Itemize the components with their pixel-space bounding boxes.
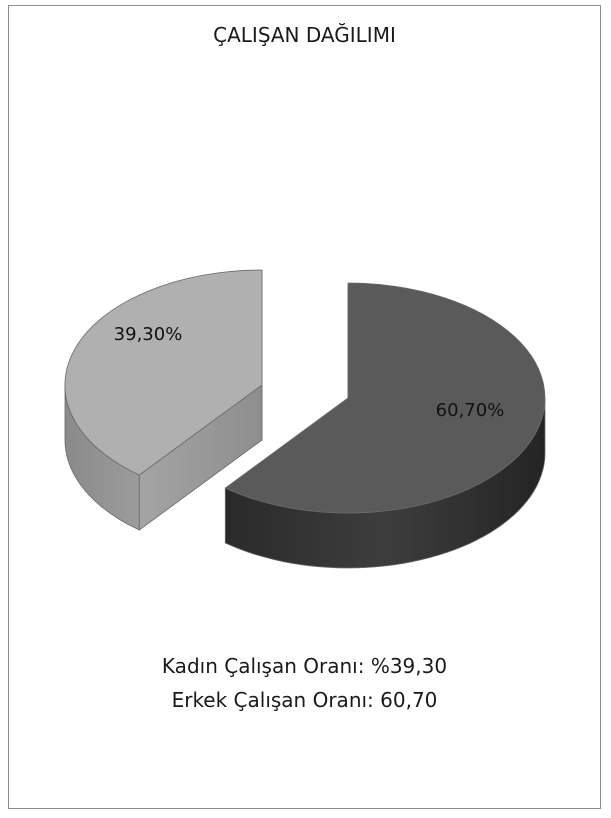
summary-line-women: Kadın Çalışan Oranı: %39,30 [161, 654, 448, 678]
slice-label-0: 39,30% [114, 324, 183, 345]
chart-title: ÇALIŞAN DAĞILIMI [213, 23, 396, 47]
slice-top-1 [224, 282, 546, 514]
summary-line-men: Erkek Çalışan Oranı: 60,70 [171, 688, 438, 712]
pie-slice-women: 39,30% [64, 269, 263, 531]
slice-label-1: 60,70% [436, 400, 505, 421]
pie-slice-men: 60,70% [224, 282, 546, 569]
slice-top-0 [64, 269, 263, 476]
